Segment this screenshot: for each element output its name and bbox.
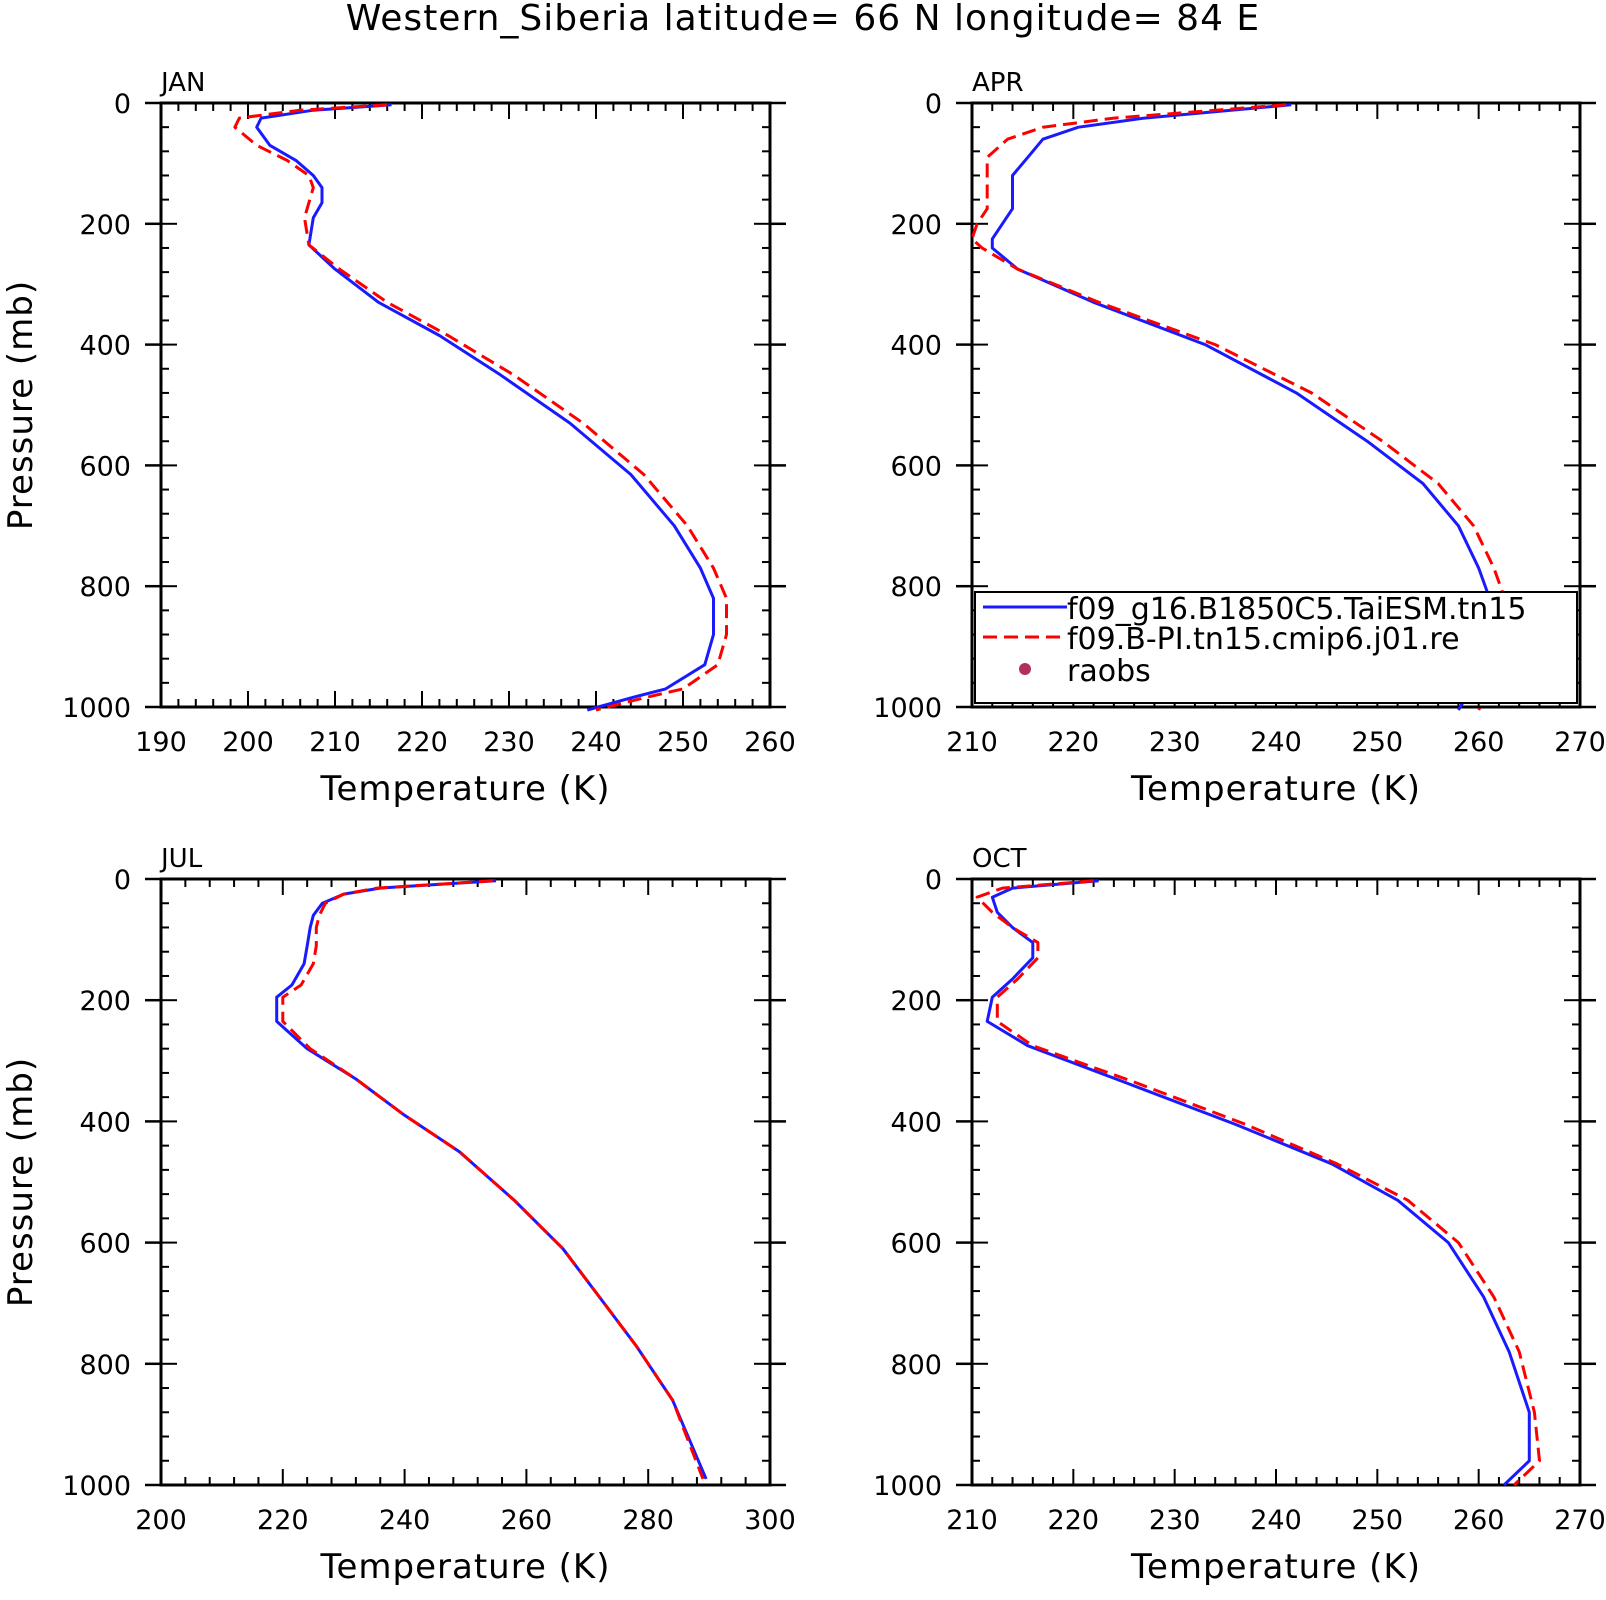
- x-tick-label: 250: [1352, 1505, 1404, 1536]
- x-tick-label: 300: [744, 1505, 796, 1536]
- legend-box: [974, 591, 1578, 704]
- y-tick-label: 600: [890, 1229, 942, 1260]
- y-tick-label: 1000: [62, 693, 131, 724]
- panel-label: OCT: [972, 844, 1027, 874]
- series-line-cmip6: [281, 879, 705, 1480]
- x-tick-label: 250: [1352, 727, 1404, 758]
- x-axis-label: Temperature (K): [319, 769, 610, 809]
- x-tick-label: 250: [657, 727, 709, 758]
- panel-oct: OCT 210 220 230 240 250 260 270 0 200 400 600 800 100…: [873, 844, 1605, 1587]
- panel-apr: APR 210 220 230 240 250 260 270 0 200 400 600 800 100…: [873, 68, 1605, 809]
- x-tick-label: 260: [744, 727, 796, 758]
- x-tick-label: 230: [1149, 727, 1201, 758]
- y-tick-label: 400: [890, 331, 942, 362]
- x-tick-label: 240: [1250, 1505, 1302, 1536]
- y-tick-label: 0: [114, 89, 131, 120]
- plot-frame: [970, 877, 1582, 1487]
- legend-entry: raobs: [1067, 654, 1151, 689]
- panel-label: JAN: [159, 68, 205, 98]
- x-tick-label: 260: [1453, 727, 1505, 758]
- x-tick-label: 220: [1048, 727, 1100, 758]
- y-tick-label: 800: [890, 1350, 942, 1381]
- panel-jan: JAN 190 200 210 220 230 240 250 260 0 200 400 600 800…: [1, 68, 796, 809]
- x-tick-label: 270: [1554, 1505, 1606, 1536]
- x-tick-label: 280: [622, 1505, 674, 1536]
- y-tick-label: 200: [890, 210, 942, 241]
- y-tick-label: 200: [79, 986, 131, 1017]
- x-tick-label: 200: [222, 727, 274, 758]
- series-line-cmip6: [233, 103, 728, 712]
- series-line-cmip6: [975, 879, 1541, 1487]
- legend-entry: f09.B-PI.tn15.cmip6.j01.re: [1067, 622, 1460, 657]
- x-tick-label: 240: [570, 727, 622, 758]
- panel-jul: JUL 200 220 240 260 280 300 0 200 400 600 800 1000 Te…: [1, 844, 796, 1587]
- x-tick-label: 190: [135, 727, 187, 758]
- x-tick-label: 260: [501, 1505, 553, 1536]
- y-tick-label: 400: [79, 1107, 131, 1138]
- y-tick-label: 1000: [62, 1471, 131, 1502]
- y-axis-label: Pressure (mb): [1, 1057, 41, 1307]
- panel-label: JUL: [159, 844, 203, 874]
- panels: JAN 190 200 210 220 230 240 250 260 0 200 400 600 800…: [1, 68, 1606, 1587]
- x-axis-label: Temperature (K): [1130, 769, 1421, 809]
- x-axis-label: Temperature (K): [1130, 1547, 1421, 1587]
- y-tick-label: 800: [79, 572, 131, 603]
- legend-entry: f09_g16.B1850C5.TaiESM.tn15: [1067, 592, 1526, 627]
- x-tick-label: 200: [135, 1505, 187, 1536]
- x-tick-label: 210: [946, 1505, 998, 1536]
- y-tick-label: 1000: [873, 693, 942, 724]
- x-tick-label: 240: [379, 1505, 431, 1536]
- x-tick-label: 240: [1250, 727, 1302, 758]
- figure-title: Western_Siberia latitude= 66 N longitude…: [346, 0, 1260, 39]
- x-tick-label: 230: [1149, 1505, 1201, 1536]
- plot-frame: [159, 877, 772, 1487]
- y-axis-label: Pressure (mb): [1, 280, 41, 530]
- x-tick-label: 270: [1554, 727, 1606, 758]
- y-tick-label: 400: [890, 1107, 942, 1138]
- y-tick-label: 800: [890, 572, 942, 603]
- panel-label: APR: [972, 68, 1024, 98]
- series-line-taiesm: [985, 879, 1531, 1487]
- x-tick-label: 220: [396, 727, 448, 758]
- legend-swatch-dot: [1019, 663, 1031, 675]
- series-line-taiesm: [275, 879, 708, 1480]
- x-tick-label: 220: [257, 1505, 309, 1536]
- y-tick-label: 800: [79, 1350, 131, 1381]
- legend: f09_g16.B1850C5.TaiESM.tn15f09.B-PI.tn15…: [974, 591, 1578, 704]
- y-tick-label: 200: [79, 210, 131, 241]
- y-tick-label: 1000: [873, 1471, 942, 1502]
- x-tick-label: 210: [946, 727, 998, 758]
- y-tick-label: 600: [79, 451, 131, 482]
- plot-frame: [159, 101, 772, 709]
- x-tick-label: 260: [1453, 1505, 1505, 1536]
- y-tick-label: 400: [79, 331, 131, 362]
- y-tick-label: 0: [925, 89, 942, 120]
- y-tick-label: 600: [890, 451, 942, 482]
- y-tick-label: 600: [79, 1229, 131, 1260]
- x-tick-label: 230: [483, 727, 535, 758]
- x-tick-label: 220: [1048, 1505, 1100, 1536]
- y-tick-label: 200: [890, 986, 942, 1017]
- series-line-cmip6: [970, 103, 1511, 711]
- x-tick-label: 210: [309, 727, 361, 758]
- x-axis-label: Temperature (K): [319, 1547, 610, 1587]
- y-tick-label: 0: [114, 865, 131, 896]
- y-tick-label: 0: [925, 865, 942, 896]
- series-line-taiesm: [255, 103, 715, 712]
